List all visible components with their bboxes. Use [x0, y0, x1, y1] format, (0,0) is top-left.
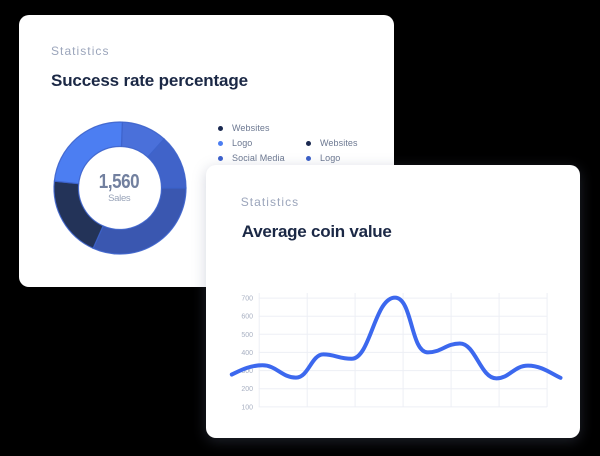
svg-text:100: 100 — [241, 404, 253, 411]
svg-text:400: 400 — [241, 350, 253, 357]
svg-text:300: 300 — [241, 368, 253, 375]
svg-text:200: 200 — [241, 386, 253, 393]
svg-text:700: 700 — [241, 296, 253, 303]
svg-text:500: 500 — [241, 332, 253, 339]
svg-text:600: 600 — [241, 314, 253, 321]
